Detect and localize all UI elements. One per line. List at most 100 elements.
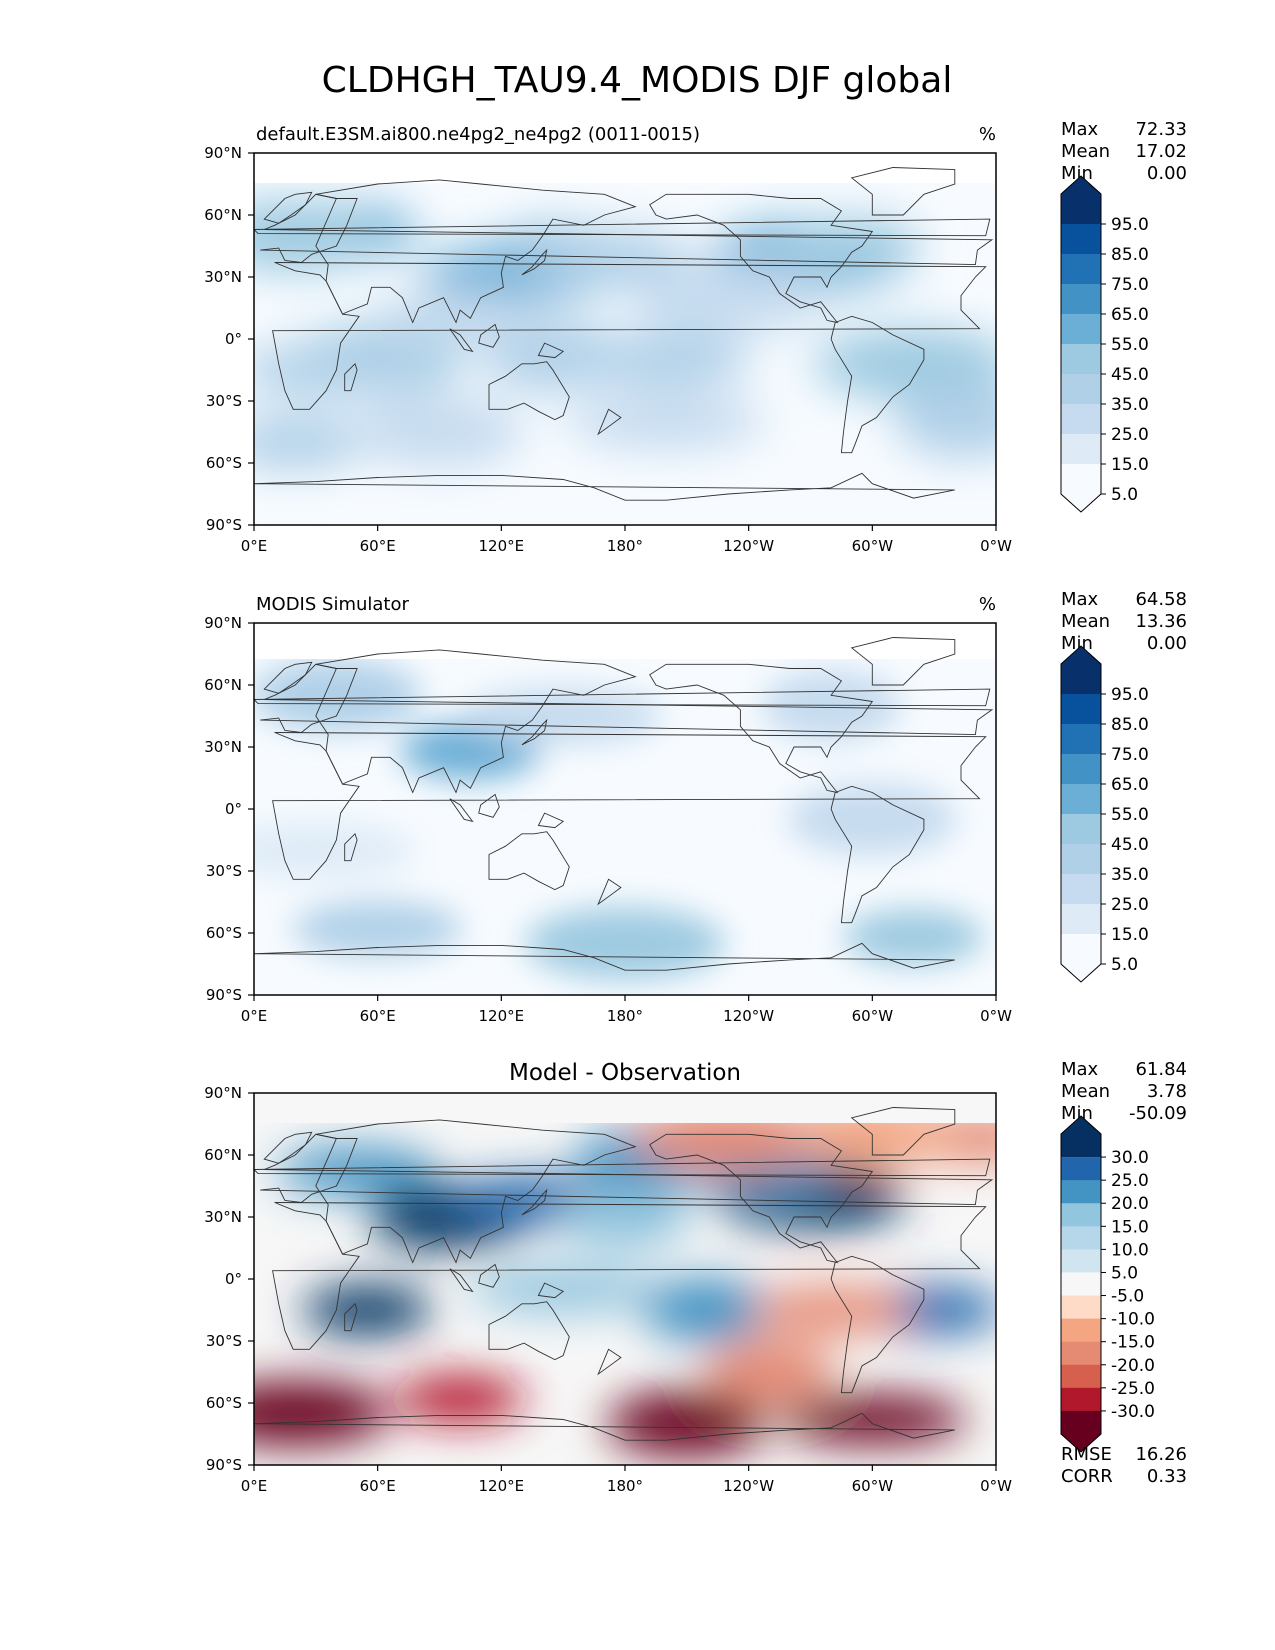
corr-value: 0.33: [1147, 1466, 1187, 1487]
x-tick-label: 120°W: [723, 537, 774, 555]
field-region: [777, 1395, 968, 1444]
colorbar-tick-label: 5.0: [1111, 485, 1138, 505]
stat-max-value: 61.84: [1135, 1059, 1187, 1080]
x-tick-label: 180°: [607, 1007, 643, 1025]
stat-max-label: Max: [1061, 589, 1099, 610]
panel-test-map: [254, 153, 996, 525]
y-tick-label: 60°S: [206, 924, 242, 942]
colorbar-swatch: [1061, 934, 1101, 982]
field-blobs: [254, 199, 996, 471]
x-tick-label: 0°W: [980, 537, 1012, 555]
coastline: [254, 942, 955, 995]
coastline: [254, 1158, 991, 1177]
field-region: [292, 900, 463, 957]
field-region: [895, 385, 996, 458]
colorbar-tick-label: 30.0: [1111, 1148, 1149, 1168]
colorbar-tick-label: 25.0: [1111, 425, 1149, 445]
colorbar-swatch: [1061, 1318, 1101, 1343]
coastline: [537, 1282, 565, 1299]
field-region: [606, 1391, 767, 1456]
coastline: [344, 1302, 358, 1332]
panel-reference-title: MODIS Simulator: [256, 594, 409, 615]
field-region: [642, 1278, 773, 1342]
colorbar-tick-label: 55.0: [1111, 335, 1149, 355]
coastline: [260, 663, 994, 736]
panel-difference-coastlines: [254, 1107, 994, 1465]
stat-max-label: Max: [1061, 1059, 1099, 1080]
stat-min-label: Min: [1061, 633, 1093, 654]
colorbar-swatch: [1061, 904, 1101, 935]
rmse-label: RMSE: [1061, 1444, 1112, 1465]
no-data-band: [254, 1093, 996, 1123]
colorbar-swatch: [1061, 1272, 1101, 1297]
x-tick-label: 60°W: [852, 537, 894, 555]
panel-difference-stats: Max 61.84 Mean 3.78 Min -50.09: [1061, 1059, 1187, 1124]
stat-min-label: Min: [1061, 1103, 1093, 1124]
y-tick-label: 60°S: [206, 1394, 242, 1412]
colorbar-tick-label: -10.0: [1111, 1310, 1155, 1330]
x-tick-label: 120°W: [723, 1477, 774, 1495]
coastline: [449, 798, 474, 823]
y-tick-label: 90°S: [206, 516, 242, 534]
panel-test-stats: Max 72.33 Mean 17.02 Min 0.00: [1061, 119, 1187, 184]
stat-mean-value: 3.78: [1147, 1081, 1187, 1102]
coastline: [830, 785, 925, 924]
colorbar-tick-label: -20.0: [1111, 1356, 1155, 1376]
panel-test-coastlines: [254, 167, 994, 525]
colorbar-tick-label: -30.0: [1111, 1402, 1155, 1422]
coastline: [830, 1255, 925, 1394]
colorbar-tick-label: -25.0: [1111, 1379, 1155, 1399]
coastline: [315, 179, 637, 324]
panel-difference-colorbar: 30.0 25.0 20.0 15.0 10.0 5.0 -5.0 -10.0 -15.0 -20…: [1060, 1115, 1155, 1453]
x-tick-label: 60°W: [852, 1007, 894, 1025]
colorbar-tick-label: -5.0: [1111, 1287, 1144, 1307]
coastline: [521, 718, 548, 746]
field-region: [254, 659, 422, 732]
field-region: [302, 1286, 433, 1334]
coastline: [830, 315, 925, 454]
colorbar-swatch: [1061, 1387, 1101, 1412]
panel-test-units: %: [979, 124, 996, 145]
x-tick-label: 180°: [607, 1477, 643, 1495]
coastline: [254, 1412, 955, 1465]
field-region: [254, 822, 416, 879]
colorbar-swatch: [1061, 1226, 1101, 1250]
colorbar-tick-label: 25.0: [1111, 1171, 1149, 1191]
coastline: [344, 832, 358, 862]
y-tick-label: 60°N: [204, 676, 242, 694]
field-region: [519, 228, 690, 285]
coastline: [488, 831, 570, 891]
y-tick-label: 30°N: [204, 738, 242, 756]
colorbar-tick-label: 45.0: [1111, 835, 1149, 855]
field-region: [813, 327, 996, 400]
colorbar-swatch: [1061, 344, 1101, 375]
stat-mean-label: Mean: [1061, 611, 1110, 632]
figure-title: CLDHGH_TAU9.4_MODIS DJF global: [322, 60, 953, 101]
coastline: [850, 1107, 956, 1156]
y-tick-label: 90°N: [204, 144, 242, 162]
x-tick-label: 0°W: [980, 1007, 1012, 1025]
colorbar-swatch: [1061, 1116, 1101, 1158]
colorbar-swatch: [1061, 314, 1101, 345]
colorbar-swatch: [1061, 284, 1101, 315]
panel-test: default.E3SM.ai800.ne4pg2_ne4pg2 (0011-0…: [204, 119, 1187, 555]
y-tick-label: 90°N: [204, 1084, 242, 1102]
stat-max-value: 72.33: [1135, 119, 1187, 140]
field-region: [704, 1340, 835, 1404]
coastline: [272, 732, 987, 880]
colorbar-swatch: [1061, 374, 1101, 405]
colorbar-tick-label: 20.0: [1111, 1194, 1149, 1214]
panel-reference: MODIS Simulator % 0°E 60°E 120°E 180° 120°W 6…: [204, 589, 1187, 1025]
x-tick-label: 0°E: [241, 1007, 268, 1025]
field-region: [751, 1286, 912, 1334]
colorbar-swatch: [1061, 1249, 1101, 1273]
x-tick-label: 60°E: [360, 537, 396, 555]
colorbar-swatch: [1061, 754, 1101, 785]
colorbar-tick-label: 15.0: [1111, 455, 1149, 475]
x-tick-label: 120°E: [479, 1477, 525, 1495]
colorbar-tick-label: 15.0: [1111, 925, 1149, 945]
coastline: [272, 262, 987, 410]
field-region: [254, 199, 381, 272]
coastline: [263, 661, 313, 694]
